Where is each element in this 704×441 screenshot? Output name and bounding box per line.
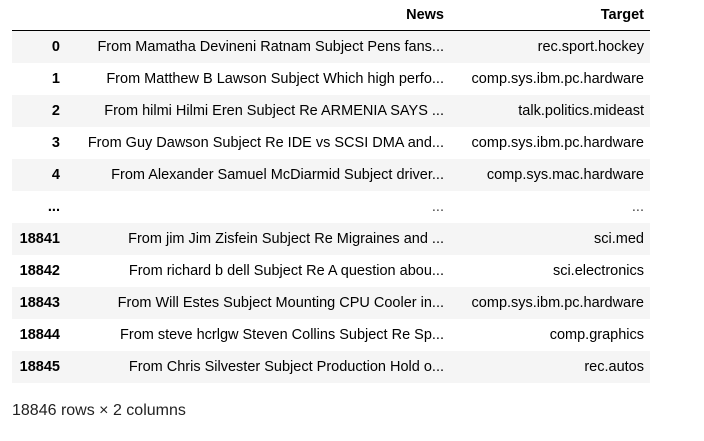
target-cell: comp.sys.mac.hardware	[486, 167, 644, 183]
news-cell: From Chris Silvester Subject Production …	[128, 359, 444, 375]
news-cell: From Will Estes Subject Mounting CPU Coo…	[117, 295, 444, 311]
header-row: News Target	[12, 0, 650, 31]
table-row: 18841 From jim Jim Zisfein Subject Re Mi…	[12, 223, 650, 255]
row-index: 4	[51, 167, 60, 183]
table-row: 18844 From steve hcrlgw Steven Collins S…	[12, 319, 650, 351]
header-news: News	[66, 0, 450, 31]
target-cell: rec.autos	[584, 359, 644, 375]
target-cell: comp.sys.ibm.pc.hardware	[471, 71, 644, 87]
row-index: 18845	[19, 359, 60, 375]
row-index: 3	[51, 135, 60, 151]
header-target: Target	[450, 0, 650, 31]
table-body: 0 From Mamatha Devineni Ratnam Subject P…	[12, 30, 650, 383]
news-cell: From steve hcrlgw Steven Collins Subject…	[120, 327, 444, 343]
target-cell: rec.sport.hockey	[537, 39, 644, 55]
news-cell: From hilmi Hilmi Eren Subject Re ARMENIA…	[104, 103, 444, 119]
table-row: 18845 From Chris Silvester Subject Produ…	[12, 351, 650, 383]
dataframe-output: News Target 0 From Mamatha Devineni Ratn…	[12, 0, 650, 383]
target-cell-ellipsis: ...	[631, 199, 644, 215]
dataframe-table: News Target 0 From Mamatha Devineni Ratn…	[12, 0, 650, 383]
row-index: 0	[51, 39, 60, 55]
row-index: 1	[51, 71, 60, 87]
table-row: 4 From Alexander Samuel McDiarmid Subjec…	[12, 159, 650, 191]
row-index: 18844	[19, 327, 60, 343]
row-index: 18842	[19, 263, 60, 279]
table-row: 1 From Matthew B Lawson Subject Which hi…	[12, 63, 650, 95]
target-cell: talk.politics.mideast	[518, 103, 644, 119]
row-index: 18841	[19, 231, 60, 247]
news-cell: From Alexander Samuel McDiarmid Subject …	[111, 167, 444, 183]
news-cell: From Mamatha Devineni Ratnam Subject Pen…	[97, 39, 444, 55]
row-index-ellipsis: ...	[47, 199, 60, 215]
target-cell: comp.graphics	[549, 327, 644, 343]
table-row: 0 From Mamatha Devineni Ratnam Subject P…	[12, 30, 650, 63]
row-index: 2	[51, 103, 60, 119]
news-cell-ellipsis: ...	[431, 199, 444, 215]
target-cell: sci.electronics	[552, 263, 644, 279]
table-row: 18842 From richard b dell Subject Re A q…	[12, 255, 650, 287]
news-cell: From Matthew B Lawson Subject Which high…	[106, 71, 444, 87]
target-cell: sci.med	[594, 231, 644, 247]
target-cell: comp.sys.ibm.pc.hardware	[471, 135, 644, 151]
dataframe-shape-summary: 18846 rows × 2 columns	[12, 402, 186, 419]
news-cell: From richard b dell Subject Re A questio…	[128, 263, 444, 279]
table-header: News Target	[12, 0, 650, 31]
news-cell: From jim Jim Zisfein Subject Re Migraine…	[128, 231, 444, 247]
table-row: 18843 From Will Estes Subject Mounting C…	[12, 287, 650, 319]
ellipsis-row: ... ... ...	[12, 191, 650, 223]
table-row: 2 From hilmi Hilmi Eren Subject Re ARMEN…	[12, 95, 650, 127]
row-index: 18843	[19, 295, 60, 311]
news-cell: From Guy Dawson Subject Re IDE vs SCSI D…	[87, 135, 444, 151]
target-cell: comp.sys.ibm.pc.hardware	[471, 295, 644, 311]
table-row: 3 From Guy Dawson Subject Re IDE vs SCSI…	[12, 127, 650, 159]
header-index	[12, 0, 66, 31]
